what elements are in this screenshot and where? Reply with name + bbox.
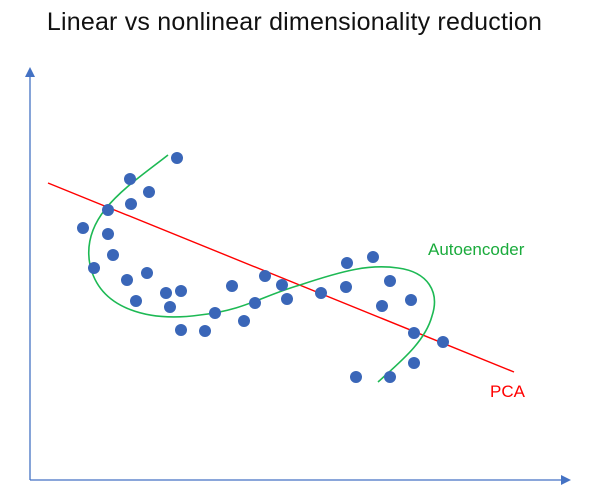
data-point [107, 249, 119, 261]
data-point [175, 324, 187, 336]
data-point [408, 327, 420, 339]
data-point [367, 251, 379, 263]
pca-line [47, 182, 515, 373]
data-point [238, 315, 250, 327]
data-point [281, 293, 293, 305]
data-point [102, 228, 114, 240]
data-point [315, 287, 327, 299]
data-point [226, 280, 238, 292]
data-point [408, 357, 420, 369]
data-point [259, 270, 271, 282]
data-point [405, 294, 417, 306]
autoencoder-curve [87, 154, 436, 383]
data-point [384, 371, 396, 383]
data-point [171, 152, 183, 164]
data-point [77, 222, 89, 234]
data-point [341, 257, 353, 269]
data-point [350, 371, 362, 383]
data-point [164, 301, 176, 313]
data-point [249, 297, 261, 309]
data-point [340, 281, 352, 293]
data-point [376, 300, 388, 312]
data-point [160, 287, 172, 299]
data-point [209, 307, 221, 319]
autoencoder-label: Autoencoder [428, 240, 525, 259]
data-point [88, 262, 100, 274]
data-point [143, 186, 155, 198]
pca-label: PCA [490, 382, 526, 401]
diagram-title: Linear vs nonlinear dimensionality reduc… [46, 8, 543, 36]
data-points [77, 152, 449, 383]
data-point [130, 295, 142, 307]
data-point [384, 275, 396, 287]
data-point [199, 325, 211, 337]
data-point [437, 336, 449, 348]
data-point [125, 198, 137, 210]
data-point [276, 279, 288, 291]
data-point [141, 267, 153, 279]
data-point [102, 204, 114, 216]
data-point [175, 285, 187, 297]
data-point [124, 173, 136, 185]
data-point [121, 274, 133, 286]
